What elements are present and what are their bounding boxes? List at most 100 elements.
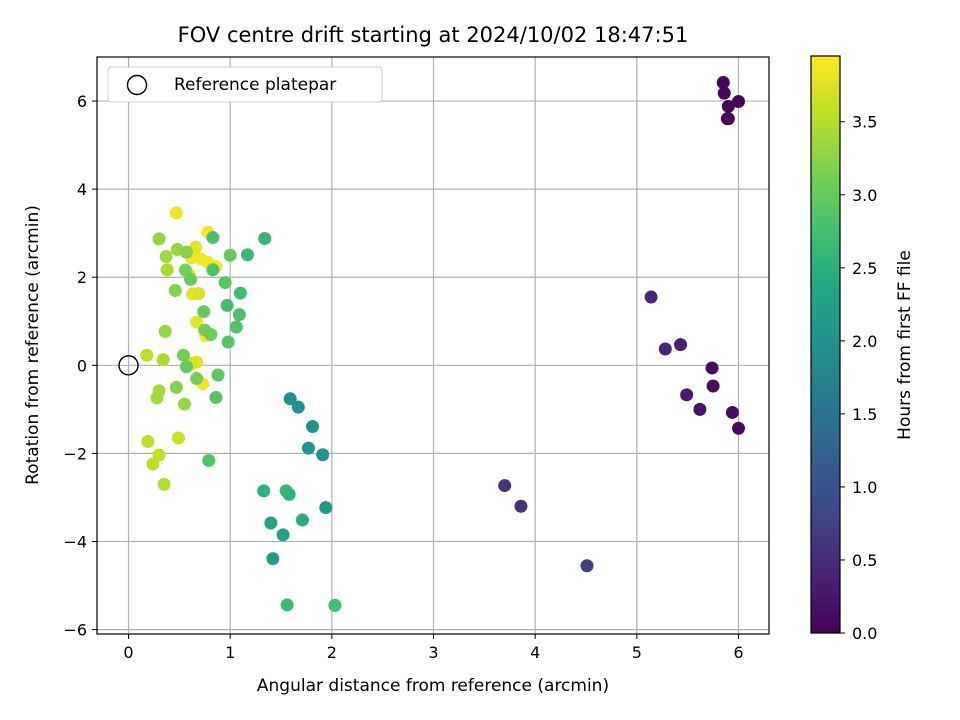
x-tick-label: 4 [530,643,540,662]
scatter-point [280,598,294,612]
scatter-point [223,248,237,262]
scatter-point [301,441,315,455]
y-axis-ticks: −6 −4 −2 0 2 4 6 [63,92,97,640]
colorbar-label: Hours from first FF file [895,250,915,440]
colorbar-tick-label: 1.0 [852,478,877,497]
scatter-point [264,516,278,530]
legend-reference-marker [126,74,148,96]
y-tick-label: 6 [77,92,87,111]
scatter-point [168,283,182,297]
scatter-point [693,402,707,416]
y-tick-label: −2 [63,444,87,463]
legend-box [107,66,383,103]
legend: Reference platepar [107,66,383,103]
scatter-point [257,484,271,498]
scatter-point [157,477,171,491]
scatter-point [240,248,254,262]
scatter-point [177,397,191,411]
scatter-point [258,231,272,245]
scatter-point [194,252,208,266]
scatter-point [169,206,183,220]
scatter-point [720,112,734,126]
scatter-point [276,528,290,542]
scatter-point [717,86,731,100]
scatter-point [732,94,746,108]
x-tick-label: 0 [123,643,133,662]
scatter-point [316,448,330,462]
colorbar-tick-label: 3.5 [852,113,877,132]
scatter-point [171,431,185,445]
scatter-point [179,245,193,259]
reference-marker-layer [118,355,139,376]
scatter-point [319,501,333,515]
colorbar-tick-label: 3.0 [852,186,877,205]
scatter-point [190,315,204,329]
colorbar: 0.0 0.5 1.0 1.5 2.0 2.5 3.0 3.5 Hours from firs… [810,55,915,643]
y-tick-label: −4 [63,533,87,552]
scatter-point [514,499,528,513]
scatter-point [295,513,309,527]
colorbar-ticks: 0.0 0.5 1.0 1.5 2.0 2.5 3.0 3.5 [840,113,877,643]
y-tick-label: 4 [77,180,87,199]
scatter-point [732,421,746,435]
scatter-point [721,99,735,113]
scatter-point [197,305,211,319]
x-tick-label: 3 [428,643,438,662]
scatter-point [176,348,190,362]
colorbar-tick-label: 0.0 [852,624,877,643]
scatter-point [498,479,512,493]
x-tick-label: 6 [733,643,743,662]
scatter-point [644,290,658,304]
scatter-point [291,400,305,414]
scatter-point [580,559,594,573]
x-axis-label: Angular distance from reference (arcmin) [257,676,609,696]
scatter-point [232,308,246,322]
scatter-point [220,298,234,312]
scatter-point [202,453,216,467]
scatter-point [158,324,172,338]
scatter-point [206,263,220,277]
x-axis-ticks: 0 1 2 3 4 5 6 [123,634,744,662]
scatter-point [192,287,206,301]
scatter-point [159,250,173,264]
colorbar-tick-label: 2.5 [852,259,877,278]
scatter-point [328,598,342,612]
scatter-point [716,76,730,90]
scatter-point [229,320,243,334]
scatter-point [184,272,198,286]
scatter-point [680,388,694,402]
scatter-point [725,405,739,419]
scatter-point [209,390,223,404]
y-tick-label: 0 [77,356,87,375]
scatter-point [233,286,247,300]
scatter-point [211,368,225,382]
scatter-point [283,392,297,406]
scatter-point [179,360,193,374]
scatter-point [282,487,296,501]
scatter-point [169,380,183,394]
scatter-points [140,76,746,612]
scatter-point [152,232,166,246]
scatter-point [160,263,174,277]
scatter-point [206,231,220,245]
chart-title: FOV centre drift starting at 2024/10/02 … [178,23,689,47]
scatter-point [658,342,672,356]
scatter-point [146,457,160,471]
scatter-point [190,372,204,386]
colorbar-tick-label: 1.5 [852,405,877,424]
scatter-point [306,420,320,434]
x-tick-label: 2 [327,643,337,662]
colorbar-tick-label: 0.5 [852,551,877,570]
scatter-point [221,335,235,349]
y-axis-label: Rotation from reference (arcmin) [23,205,43,485]
x-tick-label: 1 [225,643,235,662]
scatter-point [150,391,164,405]
reference-platepar-marker [118,355,139,376]
y-tick-label: 2 [77,268,87,287]
x-tick-label: 5 [632,643,642,662]
scatter-point [141,435,155,449]
scatter-point [156,353,170,367]
grid [97,57,769,634]
scatter-point [204,327,218,341]
